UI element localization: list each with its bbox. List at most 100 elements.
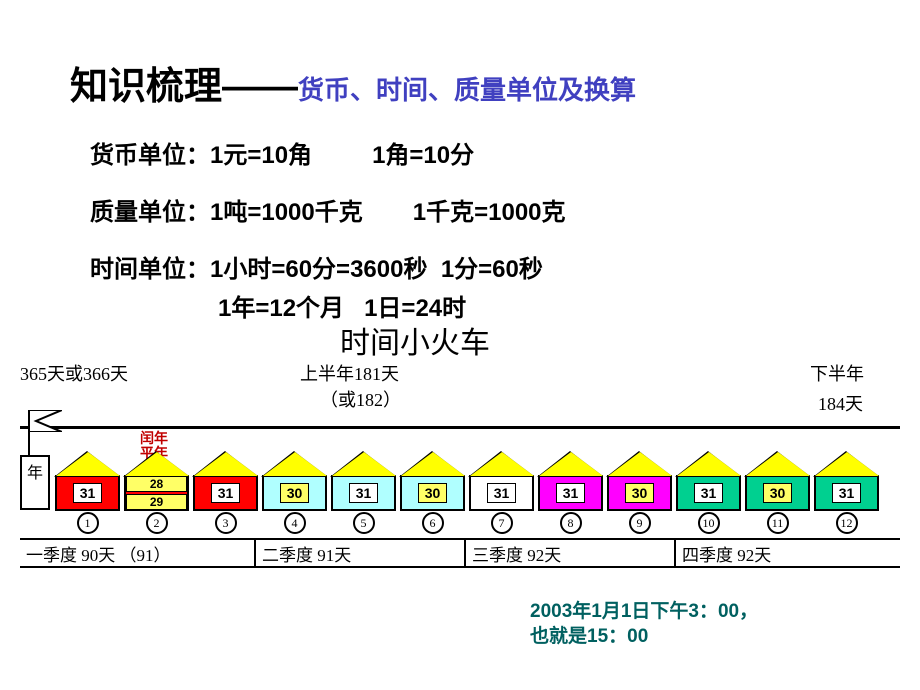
- mass-label: 质量单位：: [90, 199, 210, 226]
- train-car-9: 30: [607, 452, 672, 511]
- first-half-or: （或182）: [320, 386, 401, 412]
- flag-icon: [28, 410, 62, 432]
- currency-1: 1元=10角: [210, 142, 312, 169]
- car-body: 31: [331, 475, 396, 511]
- wheel-cell: 12: [814, 512, 879, 534]
- top-labels: 365天或366天 上半年181天 （或182） 下半年 184天: [20, 360, 900, 415]
- wheel-4: 4: [284, 512, 306, 534]
- car-body: 31: [538, 475, 603, 511]
- train-title: 时间小火车: [340, 318, 490, 362]
- train-wheels: 123456789101112: [55, 512, 879, 534]
- wheel-cell: 5: [331, 512, 396, 534]
- car-body: 30: [262, 475, 327, 511]
- train-diagram: 365天或366天 上半年181天 （或182） 下半年 184天 年 闰年 平…: [20, 360, 900, 415]
- currency-label: 货币单位：: [90, 142, 210, 169]
- car-body: 31: [55, 475, 120, 511]
- wheel-9: 9: [629, 512, 651, 534]
- car-days: 30: [763, 483, 793, 503]
- car-days-split: 28: [126, 476, 187, 492]
- year-box: 年: [20, 455, 50, 510]
- time-1: 1小时=60分=3600秒: [210, 256, 427, 283]
- wheel-7: 7: [491, 512, 513, 534]
- wheel-3: 3: [215, 512, 237, 534]
- car-roof: [194, 452, 258, 476]
- train-car-5: 31: [331, 452, 396, 511]
- car-roof: [125, 452, 189, 476]
- quarter-2: 二季度 91天: [256, 540, 466, 566]
- car-roof: [470, 452, 534, 476]
- car-days: 30: [280, 483, 310, 503]
- wheel-8: 8: [560, 512, 582, 534]
- train-car-3: 31: [193, 452, 258, 511]
- separator-line-3: [20, 566, 900, 568]
- days-label: 365天或366天: [20, 360, 128, 386]
- car-days: 30: [418, 483, 448, 503]
- separator-line-1: [20, 426, 900, 429]
- car-days: 31: [211, 483, 241, 503]
- wheel-cell: 7: [469, 512, 534, 534]
- time-2: 1分=60秒: [441, 256, 543, 283]
- wheel-2: 2: [146, 512, 168, 534]
- flagpole: [28, 410, 30, 455]
- car-days: 31: [694, 483, 724, 503]
- car-roof: [608, 452, 672, 476]
- car-roof: [401, 452, 465, 476]
- car-body: 30: [400, 475, 465, 511]
- car-days: 30: [625, 483, 655, 503]
- car-roof: [56, 452, 120, 476]
- quarter-3: 三季度 92天: [466, 540, 676, 566]
- wheel-5: 5: [353, 512, 375, 534]
- quarters-row: 一季度 90天 （91）二季度 91天三季度 92天四季度 92天: [20, 540, 900, 566]
- car-days: 31: [832, 483, 862, 503]
- car-body: 31: [814, 475, 879, 511]
- wheel-1: 1: [77, 512, 99, 534]
- train-cars: 31 28 29 31 30 31 30 31 31 30 31 30 31: [55, 452, 879, 511]
- page-title: 知识梳理——货币、时间、质量单位及换算: [70, 55, 636, 110]
- car-body: 31: [469, 475, 534, 511]
- wheel-cell: 6: [400, 512, 465, 534]
- second-half-days: 184天: [818, 390, 863, 416]
- car-body: 31: [193, 475, 258, 511]
- wheel-cell: 2: [124, 512, 189, 534]
- first-half-label: 上半年181天: [300, 360, 399, 386]
- train-car-6: 30: [400, 452, 465, 511]
- train-car-11: 30: [745, 452, 810, 511]
- car-roof: [263, 452, 327, 476]
- wheel-cell: 4: [262, 512, 327, 534]
- car-roof: [677, 452, 741, 476]
- wheel-cell: 8: [538, 512, 603, 534]
- train-car-8: 31: [538, 452, 603, 511]
- wheel-10: 10: [698, 512, 720, 534]
- currency-2: 1角=10分: [372, 142, 474, 169]
- train-car-10: 31: [676, 452, 741, 511]
- footer-line-1: 2003年1月1日下午3：00，: [530, 600, 758, 625]
- title-sub: 货币、时间、质量单位及换算: [298, 75, 636, 105]
- mass-line: 质量单位：1吨=1000千克 1千克=1000克: [90, 192, 566, 227]
- wheel-cell: 3: [193, 512, 258, 534]
- car-days: 31: [487, 483, 517, 503]
- car-roof: [539, 452, 603, 476]
- car-roof: [815, 452, 879, 476]
- mass-1: 1吨=1000千克: [210, 199, 363, 226]
- train-car-4: 30: [262, 452, 327, 511]
- wheel-cell: 1: [55, 512, 120, 534]
- time-3: 1年=12个月: [218, 295, 344, 322]
- wheel-12: 12: [836, 512, 858, 534]
- wheel-6: 6: [422, 512, 444, 534]
- quarter-1: 一季度 90天 （91）: [20, 540, 256, 566]
- second-half-label: 下半年: [810, 360, 864, 386]
- car-days: 31: [556, 483, 586, 503]
- time-label: 时间单位：: [90, 256, 210, 283]
- quarter-4: 四季度 92天: [676, 540, 900, 566]
- currency-line: 货币单位：1元=10角 1角=10分: [90, 135, 566, 170]
- car-body: 30: [607, 475, 672, 511]
- time-line-1: 时间单位：1小时=60分=3600秒 1分=60秒: [90, 249, 566, 284]
- car-body: 31: [676, 475, 741, 511]
- footer-line-2: 也就是15：00: [530, 625, 758, 650]
- car-days-split: 29: [126, 494, 187, 510]
- car-roof: [332, 452, 396, 476]
- car-days: 31: [73, 483, 103, 503]
- train-car-7: 31: [469, 452, 534, 511]
- title-main: 知识梳理——: [70, 66, 298, 108]
- mass-2: 1千克=1000克: [413, 199, 566, 226]
